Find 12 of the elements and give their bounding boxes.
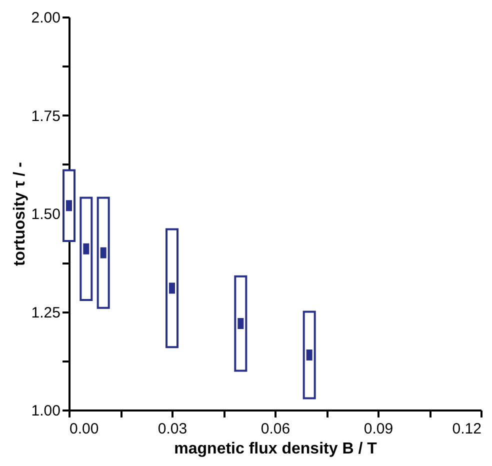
x-tick-label: 0.06 (260, 420, 290, 438)
y-tick-label: 1.00 (31, 402, 60, 420)
x-tick-label: 0.09 (364, 420, 394, 438)
x-axis-title: magnetic flux density B / T (174, 440, 378, 458)
y-tick-label: 1.50 (31, 206, 60, 223)
x-tick-label: 0.03 (158, 420, 188, 438)
x-tick-label: 0.12 (452, 420, 482, 438)
y-tick-label: 1.75 (31, 108, 60, 125)
x-tick-label: 0.00 (70, 420, 99, 438)
y-tick-label: 1.25 (31, 304, 60, 322)
y-axis-title: tortuosity τ / - (11, 162, 28, 266)
y-tick-label: 2.00 (31, 10, 60, 26)
